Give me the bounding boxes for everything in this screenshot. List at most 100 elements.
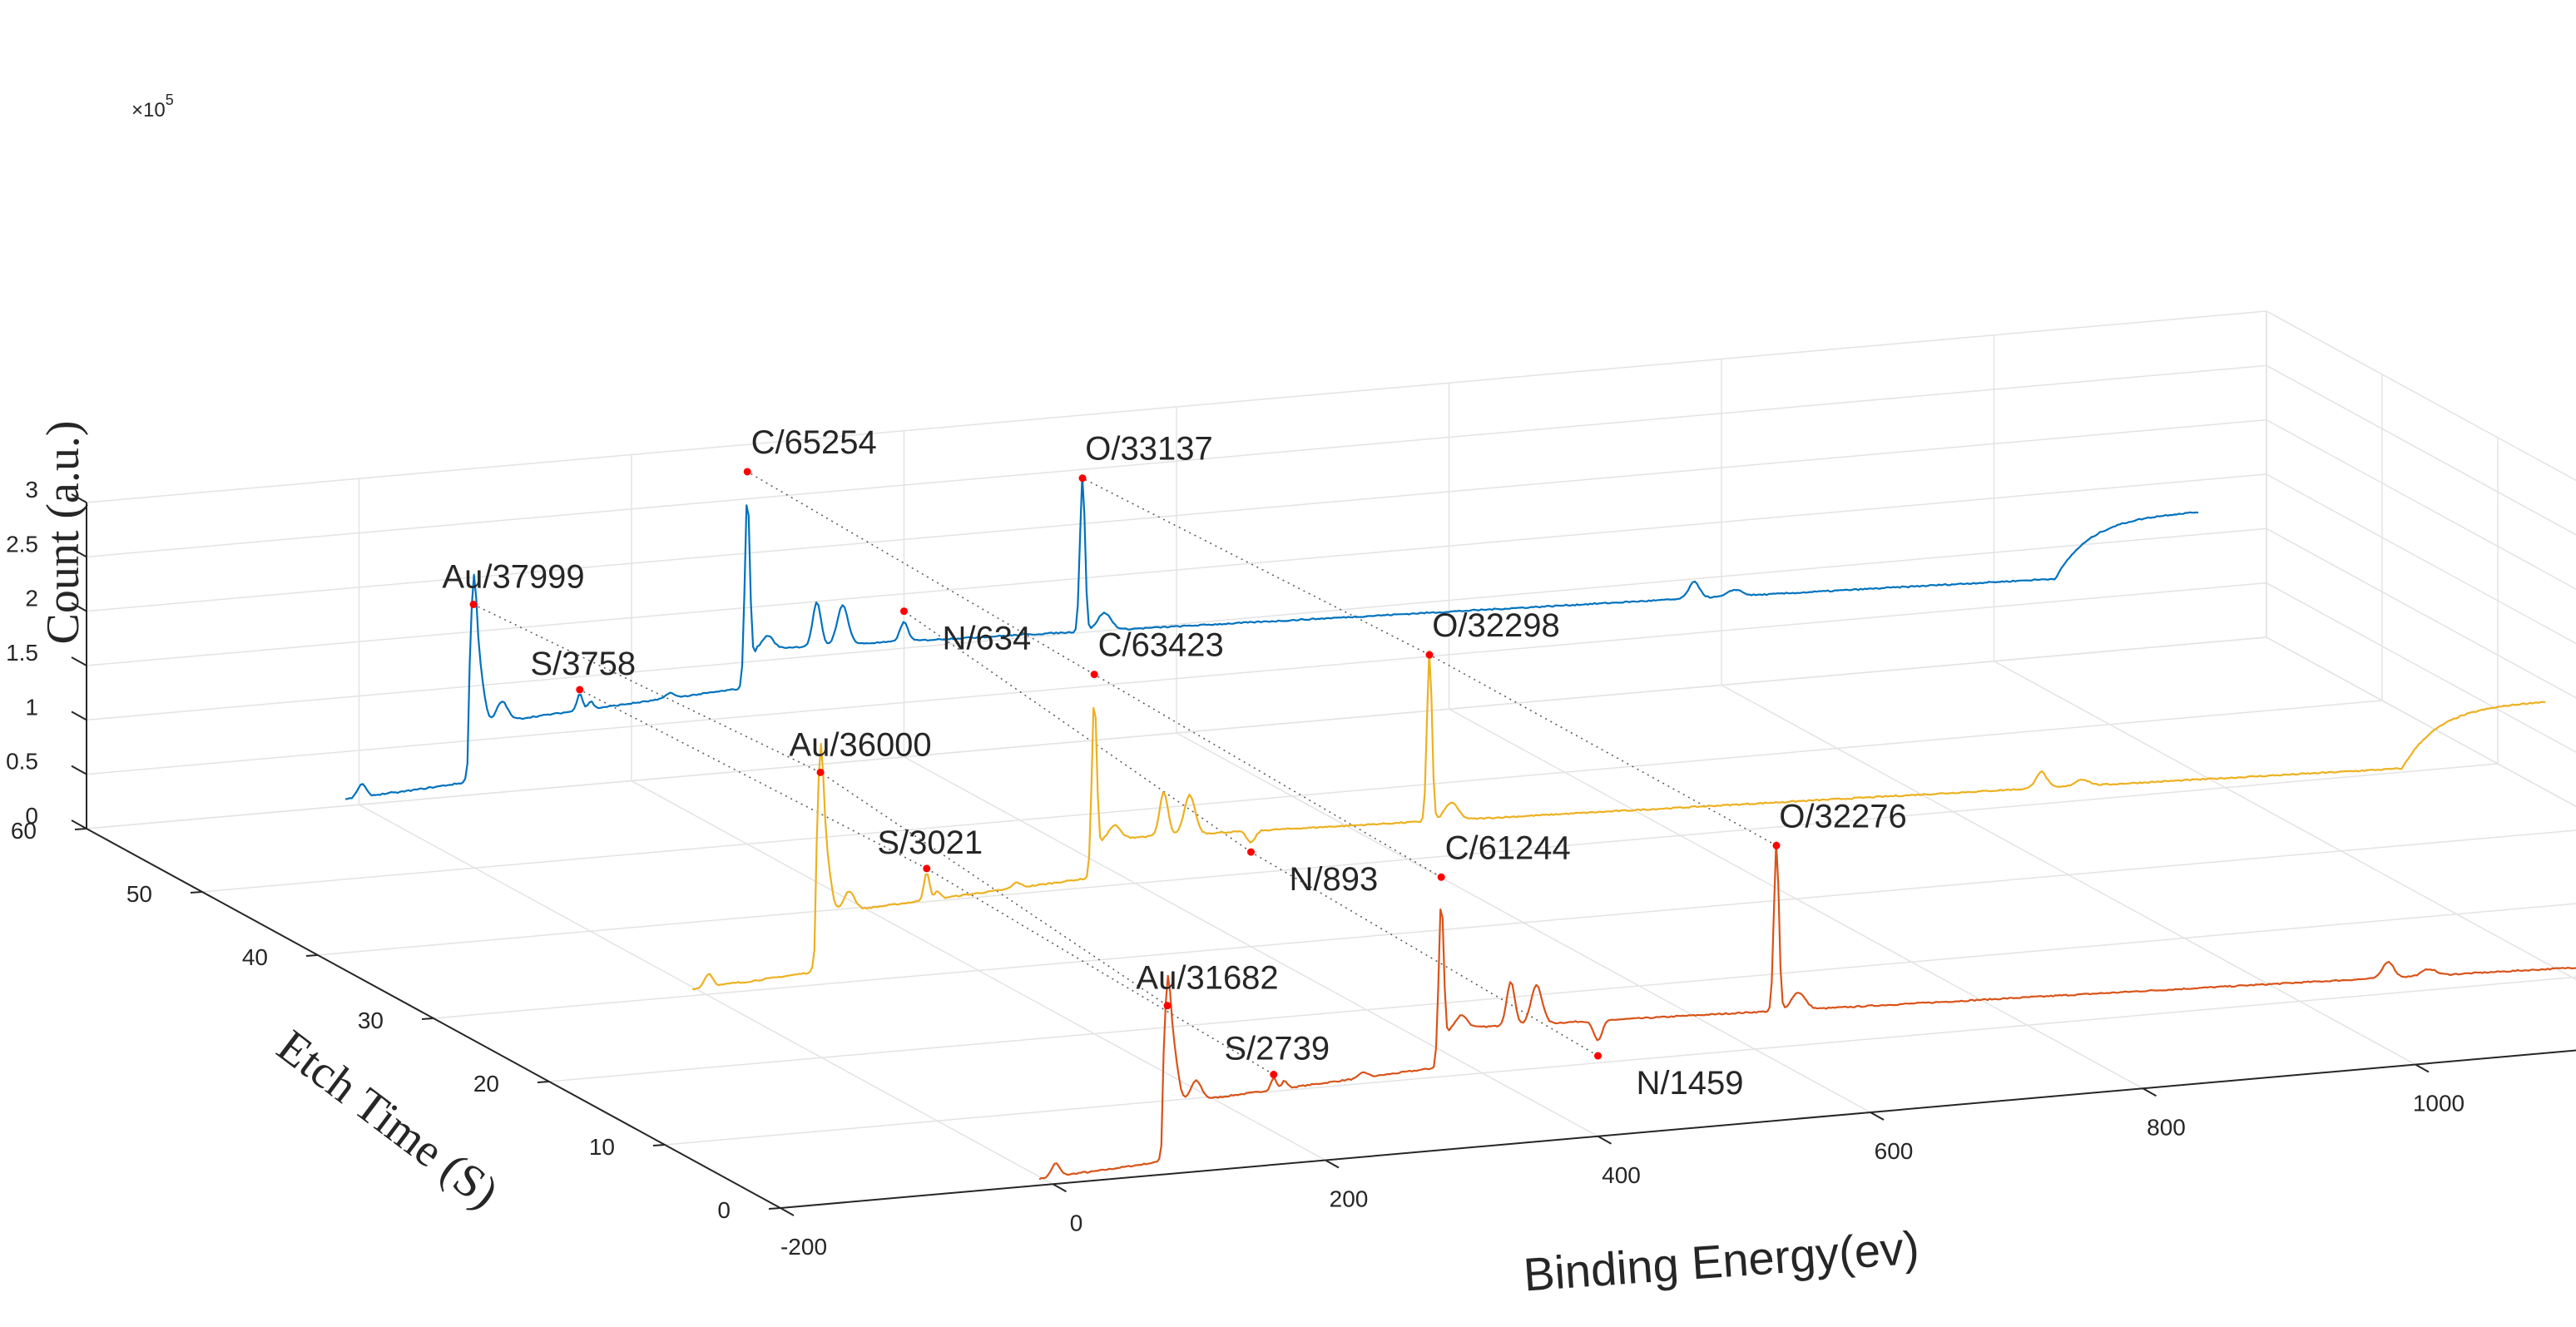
x-tick-label: 200 (1330, 1186, 1369, 1212)
y-tick-label: 10 (589, 1134, 615, 1160)
spectra-series (344, 474, 2576, 1181)
peak-label: N/634 (943, 621, 1032, 657)
peak-label: Au/36000 (789, 726, 931, 763)
grid-back-z (86, 310, 2267, 503)
peak-connector (1082, 478, 1430, 656)
peak-marker (1594, 1052, 1602, 1060)
peak-label: N/893 (1290, 861, 1379, 898)
peak-label: S/3758 (530, 646, 636, 682)
y-tick-mark (768, 1207, 781, 1210)
peak-label: Au/37999 (442, 559, 584, 596)
peak-markers (469, 468, 1781, 1079)
y-tick-mark (652, 1144, 666, 1146)
peak-marker (1163, 1002, 1172, 1010)
z-tick-mark (71, 656, 87, 666)
z-tick-label: 2 (25, 586, 38, 612)
y-tick-label: 0 (717, 1197, 731, 1223)
peak-marker (469, 601, 478, 609)
grid-floor-y (317, 763, 2499, 956)
grid-right-z (2266, 473, 2576, 645)
peak-label: S/2739 (1224, 1031, 1330, 1067)
axis-lines (71, 493, 2576, 1216)
grid-right-z (2266, 636, 2576, 808)
grid-right-z (2266, 582, 2576, 753)
grid-floor-y (201, 700, 2383, 893)
peak-label: N/1459 (1637, 1065, 1744, 1102)
grid-back-z (86, 418, 2267, 612)
grid-back-z (86, 364, 2267, 558)
y-tick-mark (305, 954, 319, 957)
z-tick-mark (71, 493, 87, 503)
peak-marker (1247, 848, 1255, 856)
x-tick-mark (1870, 1112, 1885, 1121)
x-tick-label: 400 (1602, 1162, 1641, 1188)
peak-connector (579, 689, 928, 869)
x-tick-label: -200 (780, 1234, 827, 1260)
z-tick-label: 0 (25, 803, 38, 829)
grid-back-z (86, 527, 2267, 721)
y-tick-label: 60 (11, 818, 37, 844)
peak-connector (904, 611, 1251, 853)
z-tick-mark (71, 765, 87, 775)
peak-label: C/63423 (1098, 627, 1224, 664)
peak-label: O/32298 (1432, 607, 1559, 644)
grid-back-z (86, 636, 2267, 829)
peak-connector (473, 603, 821, 774)
x-tick-mark (2143, 1087, 2157, 1097)
peak-marker (1270, 1071, 1278, 1079)
peak-marker (923, 864, 931, 873)
peak-marker (1090, 671, 1098, 679)
z-axis-title: Count (a.u.) (37, 420, 89, 644)
back-panes (87, 310, 2576, 1208)
peak-label: O/33137 (1085, 431, 1212, 468)
x-tick-mark (2415, 1063, 2430, 1073)
z-tick-label: 1 (25, 694, 38, 720)
peak-marker (816, 768, 825, 776)
peak-label: C/65254 (751, 424, 877, 461)
series-line-30s (691, 650, 2546, 991)
y-tick-label: 40 (242, 944, 268, 970)
x-tick-label: 0 (1070, 1210, 1083, 1235)
peak-marker (1078, 474, 1087, 483)
grid-back-z (86, 473, 2267, 666)
peak-marker (743, 468, 751, 476)
z-tick-mark (71, 547, 87, 558)
peak-marker (900, 607, 908, 616)
grid-right-z (2266, 364, 2576, 536)
x-tick-mark (1053, 1183, 1067, 1193)
peak-marker (576, 686, 584, 694)
grid-right-z (2266, 527, 2576, 699)
series-line-60s (344, 474, 2199, 800)
grid-back-z (86, 582, 2267, 775)
y-tick-label: 50 (126, 881, 152, 907)
peak-label: O/32276 (1779, 798, 1906, 834)
x-axis-title: Binding Energy(ev) (1522, 1221, 1920, 1301)
z-tick-mark (71, 711, 87, 721)
x-tick-label: 600 (1875, 1138, 1914, 1164)
x-tick-label: 800 (2147, 1114, 2186, 1140)
y-tick-label: 20 (473, 1071, 499, 1097)
z-tick-mark (71, 819, 87, 829)
z-multiplier-exp: 5 (166, 92, 174, 108)
z-multiplier-base: ×10 (131, 99, 166, 121)
x-tick-mark (1598, 1135, 1612, 1145)
z-tick-label: 3 (25, 477, 38, 503)
x-tick-mark (780, 1207, 795, 1216)
y-axis-title: Etch Time (S) (268, 1020, 508, 1219)
z-tick-label: 1.5 (6, 640, 38, 666)
z-tick-label: 2.5 (6, 531, 38, 557)
grid-right-z (2266, 419, 2576, 590)
peak-label: Au/31682 (1136, 960, 1278, 997)
grid-floor-y (433, 829, 2576, 1019)
z-tick-label: 0.5 (6, 749, 38, 775)
y-tick-label: 30 (358, 1008, 384, 1033)
peak-marker (1437, 873, 1445, 881)
peak-label: S/3021 (877, 824, 983, 861)
y-tick-mark (190, 891, 203, 894)
grid-lines (86, 310, 2576, 1209)
y-tick-mark (421, 1018, 434, 1020)
x-tick-label: 1000 (2413, 1091, 2465, 1117)
grid-floor-y (664, 976, 2576, 1146)
peak-marker (1425, 651, 1434, 659)
